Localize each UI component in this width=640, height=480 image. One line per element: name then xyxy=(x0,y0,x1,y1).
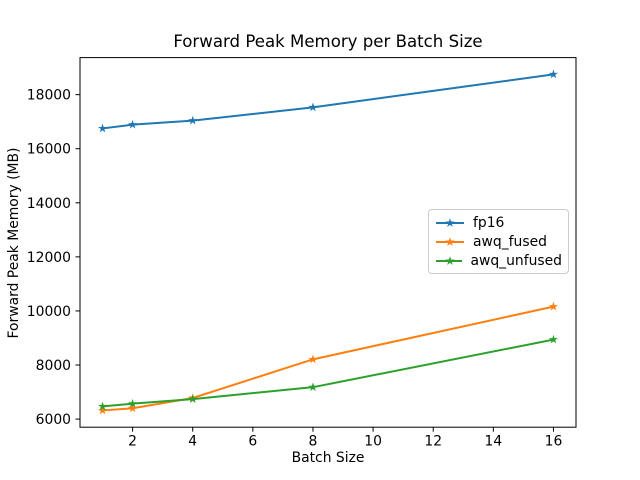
x-axis-label: Batch Size xyxy=(291,450,365,466)
series-marker-fp16 xyxy=(128,119,138,129)
x-tick-label: 2 xyxy=(128,434,137,450)
y-axis-label: Forward Peak Memory (MB) xyxy=(6,147,22,339)
series-marker-fp16 xyxy=(97,123,108,133)
series-marker-awq_fused xyxy=(308,354,318,364)
y-tick-label: 14000 xyxy=(27,196,71,212)
chart-title: Forward Peak Memory per Batch Size xyxy=(173,32,483,51)
series-marker-fp16 xyxy=(308,102,318,112)
series-line-fp16 xyxy=(101,73,555,130)
x-tick-label: 16 xyxy=(545,434,563,450)
legend-label: awq_unfused xyxy=(470,252,562,269)
y-tick-label: 16000 xyxy=(27,142,71,158)
y-tick-label: 18000 xyxy=(27,88,71,104)
series-line-awq_fused xyxy=(101,305,555,412)
x-tick-label: 10 xyxy=(364,434,382,450)
series-marker-fp16 xyxy=(548,69,559,79)
x-tick-label: 12 xyxy=(424,434,442,450)
x-tick-label: 14 xyxy=(484,434,502,450)
series-line-awq_unfused xyxy=(101,338,555,408)
legend-label: awq_fused xyxy=(473,233,547,250)
y-tick-label: 6000 xyxy=(36,412,71,428)
series-marker-awq_unfused xyxy=(97,401,108,411)
legend-line-swatch-fp16 xyxy=(436,217,464,227)
series-marker-awq_fused xyxy=(97,405,108,415)
series-marker-awq_unfused xyxy=(308,382,318,392)
y-tick-label: 10000 xyxy=(27,304,71,320)
series-marker-awq_unfused xyxy=(188,394,198,403)
axes-spines xyxy=(79,57,577,428)
legend-line-swatch-awq_unfused xyxy=(436,255,463,265)
legend-swatch-star-marker xyxy=(445,255,455,265)
legend-line-swatch-awq_fused xyxy=(436,236,464,246)
legend-swatch-star-marker xyxy=(445,236,455,246)
series-marker-awq_unfused xyxy=(128,398,138,408)
x-tick-label: 4 xyxy=(188,434,197,450)
legend-swatch-star-marker xyxy=(445,217,455,227)
y-tick-label: 12000 xyxy=(27,250,71,266)
legend-item-awq_unfused: awq_unfused xyxy=(435,251,562,270)
legend-item-awq_fused: awq_fused xyxy=(435,232,562,251)
x-tick-label: 8 xyxy=(309,434,318,450)
series-marker-awq_unfused xyxy=(548,334,559,344)
series-marker-awq_fused xyxy=(128,403,138,413)
legend-item-fp16: fp16 xyxy=(435,213,562,232)
series-marker-awq_fused xyxy=(548,301,559,311)
y-tick-label: 8000 xyxy=(36,358,71,374)
legend: fp16 awq_fused awq_unfused xyxy=(428,209,569,274)
legend-label: fp16 xyxy=(473,214,505,231)
x-tick-label: 6 xyxy=(248,434,257,450)
series-marker-fp16 xyxy=(188,115,198,125)
